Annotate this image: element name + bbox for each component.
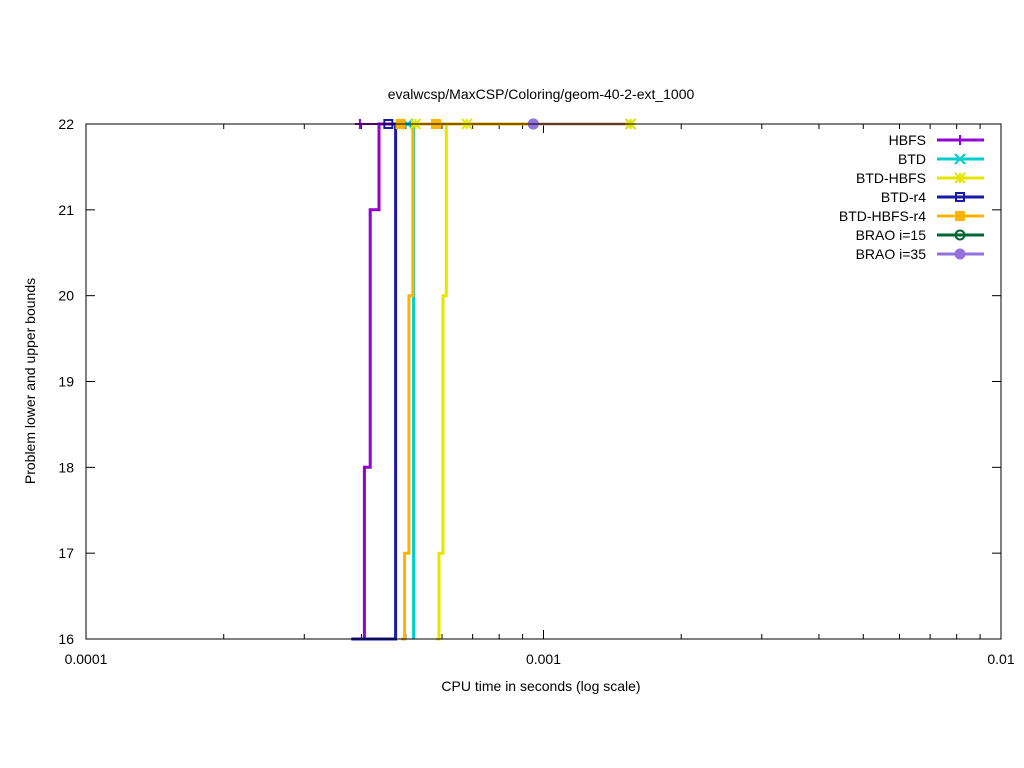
x-tick-label: 0.0001 xyxy=(65,651,108,667)
legend: HBFS BTD BTD-HBFS BTD-r4 BTD-HBFS-r4 BRAO i=1… xyxy=(839,132,984,262)
y-tick-label: 20 xyxy=(58,288,74,304)
y-tick-label: 22 xyxy=(58,116,74,132)
y-tick-label: 21 xyxy=(58,202,74,218)
y-tick-label: 18 xyxy=(58,459,74,475)
plot-frame xyxy=(85,123,1002,640)
legend-marker xyxy=(955,192,965,202)
legend-label: HBFS xyxy=(889,132,926,148)
y-tick-label: 19 xyxy=(58,374,74,390)
axis-ticks: 16 17 18 19 20 21 22 0.0001 0.001 0.01 xyxy=(58,116,1014,667)
x-axis-label: CPU time in seconds (log scale) xyxy=(441,678,640,694)
legend-label: BTD-HBFS xyxy=(856,170,926,186)
legend-label: BTD xyxy=(898,151,926,167)
legend-label: BTD-r4 xyxy=(881,189,926,205)
y-axis-label: Problem lower and upper bounds xyxy=(22,278,38,484)
y-tick-label: 17 xyxy=(58,545,74,561)
series-lines xyxy=(351,122,631,641)
legend-marker xyxy=(954,172,966,184)
series-btd-hbfs-lower-line xyxy=(436,122,631,641)
legend-label: BTD-HBFS-r4 xyxy=(839,208,926,224)
legend-marker xyxy=(954,153,966,165)
chart-title: evalwcsp/MaxCSP/Coloring/geom-40-2-ext_1… xyxy=(388,86,695,102)
legend-marker xyxy=(955,135,965,145)
y-tick-label: 16 xyxy=(58,631,74,647)
x-tick-label: 0.001 xyxy=(526,651,561,667)
legend-marker xyxy=(954,248,966,260)
legend-label: BRAO i=35 xyxy=(856,246,927,262)
x-tick-label: 0.01 xyxy=(987,651,1014,667)
series-btd-hbfs-r4-lower-line xyxy=(401,122,631,641)
series-btd-r4-lower-line xyxy=(351,122,631,641)
series-hbfs-lower-line xyxy=(359,122,631,641)
legend-marker xyxy=(954,229,966,241)
legend-marker xyxy=(955,211,965,221)
legend-label: BRAO i=15 xyxy=(856,227,927,243)
